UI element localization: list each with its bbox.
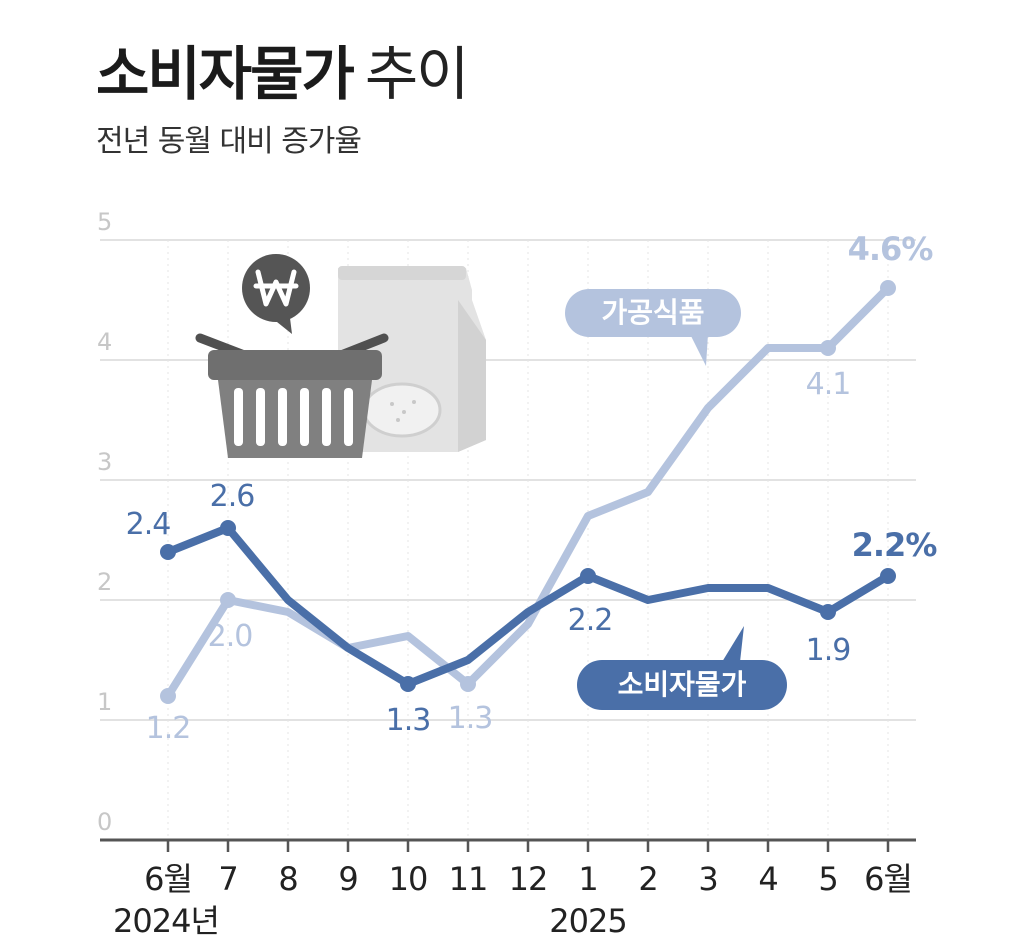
- data-point: [160, 688, 176, 704]
- x-tick-label: 11: [449, 860, 488, 898]
- data-point: [220, 592, 236, 608]
- x-tick-label: 9: [338, 860, 357, 898]
- x-tick-label: 2: [638, 860, 657, 898]
- data-point: [880, 280, 896, 296]
- label-layer: 1.2 2.0 1.3 4.1 4.6% 2.4 2.6 1.3 2.2 1.9 2.2%: [126, 230, 939, 746]
- legend-processed-food: 가공식품: [565, 289, 741, 366]
- won-speech-bubble-icon: [242, 254, 310, 334]
- x-tick-label: 3: [698, 860, 717, 898]
- data-label: 2.6: [210, 479, 255, 514]
- series-line-1: [164, 524, 892, 688]
- data-label: 4.6%: [848, 230, 934, 268]
- chart-subtitle: 전년 동월 대비 증가율: [96, 124, 362, 159]
- data-point: [580, 568, 596, 584]
- shopping-basket-icon: [195, 333, 389, 458]
- x-tick-label: 1: [578, 860, 597, 898]
- x-tick-label: 6월: [144, 860, 192, 898]
- data-point: [820, 340, 836, 356]
- header: 소비자물가 추이 전년 동월 대비 증가율: [96, 40, 470, 162]
- data-label: 2.2%: [852, 526, 938, 564]
- x-year-label: 2024년: [113, 902, 219, 940]
- chart-title-sub: 추이: [364, 40, 470, 108]
- grid-layer: 0 1 2 3 4 5: [97, 208, 916, 840]
- data-label: 2.4: [126, 507, 171, 542]
- data-point: [220, 520, 236, 536]
- data-label: 4.1: [806, 367, 851, 402]
- x-tick-label: 7: [218, 860, 237, 898]
- y-tick-label-1: 1: [97, 688, 112, 716]
- legend-consumer-price: 소비자물가: [577, 626, 787, 710]
- x-tick-label: 8: [278, 860, 297, 898]
- y-tick-label-4: 4: [97, 328, 112, 356]
- y-tick-label-2: 2: [97, 568, 112, 596]
- series-layer: [160, 280, 896, 704]
- x-year-label: 2025: [549, 902, 626, 940]
- y-tick-label-5: 5: [97, 208, 112, 236]
- x-tick-label: 10: [389, 860, 428, 898]
- data-point: [160, 544, 176, 560]
- data-point: [400, 676, 416, 692]
- data-label: 2.2: [568, 603, 613, 638]
- series-line-0: [164, 284, 892, 700]
- legend-processed-food-label: 가공식품: [601, 296, 704, 329]
- x-tick-label: 12: [509, 860, 548, 898]
- x-tick-label: 4: [758, 860, 777, 898]
- x-tick-label: 5: [818, 860, 837, 898]
- data-label: 2.0: [208, 619, 253, 654]
- shopping-illustration: [195, 254, 486, 458]
- y-tick-label-0: 0: [97, 808, 112, 836]
- y-tick-label-3: 3: [97, 448, 112, 476]
- data-label: 1.2: [146, 711, 191, 746]
- data-point: [880, 568, 896, 584]
- data-label: 1.9: [806, 633, 851, 668]
- data-point: [820, 604, 836, 620]
- x-tick-label: 6월: [864, 860, 912, 898]
- grocery-bag-icon: [338, 266, 486, 452]
- chart-title-main: 소비자물가: [96, 40, 355, 108]
- data-point: [460, 676, 476, 692]
- legend-layer: 가공식품 소비자물가: [565, 289, 787, 710]
- data-label: 1.3: [386, 703, 431, 738]
- legend-consumer-price-label: 소비자물가: [618, 668, 747, 701]
- data-label: 1.3: [448, 701, 493, 736]
- chart-title: 소비자물가 추이: [96, 40, 470, 108]
